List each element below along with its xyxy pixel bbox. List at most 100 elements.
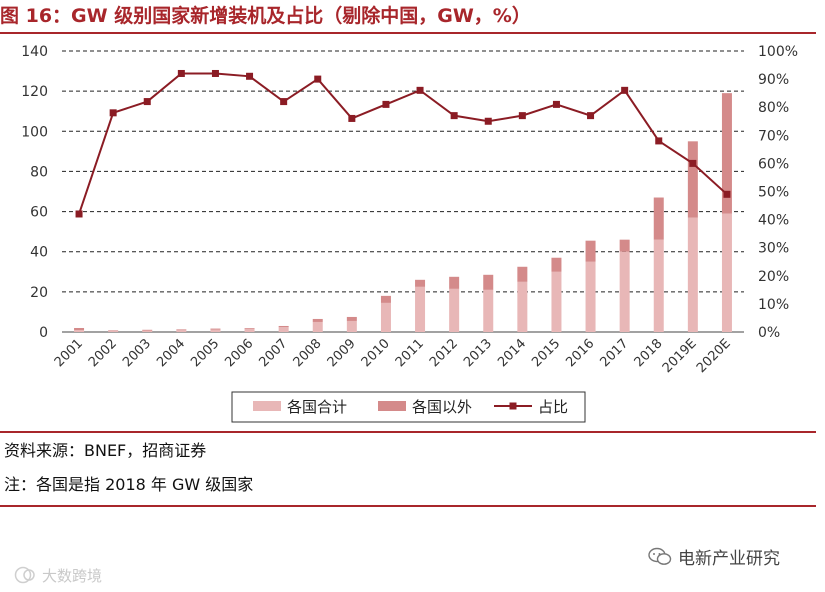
line-marker: [552, 100, 560, 108]
legend-label: 占比: [538, 398, 568, 416]
x-axis-tick-label: 2005: [188, 336, 222, 370]
bar-各国合计: [721, 213, 732, 332]
bar-各国合计: [687, 217, 698, 332]
bar-各国合计: [653, 239, 664, 332]
x-axis-tick-label: 2006: [222, 336, 256, 370]
bar-各国以外: [312, 318, 323, 322]
source-note: 资料来源：BNEF，招商证券: [4, 441, 207, 460]
bar-各国以外: [449, 276, 460, 289]
left-axis-tick-label: 60: [30, 205, 48, 221]
x-axis-tick-label: 2008: [291, 336, 325, 370]
line-marker: [689, 159, 697, 167]
line-marker: [143, 98, 151, 106]
bar-各国以外: [721, 93, 732, 214]
bar-各国以外: [415, 279, 426, 287]
left-axis-tick-label: 0: [39, 325, 48, 341]
bar-各国以外: [380, 295, 391, 303]
bar-各国以外: [142, 329, 153, 331]
line-marker: [655, 137, 663, 145]
right-axis-tick-label: 10%: [758, 297, 789, 313]
bar-各国合计: [619, 251, 630, 332]
bar-各国以外: [653, 197, 664, 240]
line-marker: [314, 75, 322, 83]
bar-各国合计: [415, 286, 426, 332]
line-marker: [211, 69, 219, 77]
bar-各国合计: [483, 289, 494, 332]
x-axis-tick-label: 2011: [393, 336, 427, 370]
right-axis-tick-label: 20%: [758, 269, 789, 285]
wechat-icon: [648, 547, 672, 572]
bar-各国以外: [210, 328, 221, 330]
watermark-logo-icon: [14, 566, 36, 588]
left-axis-tick-label: 140: [21, 44, 48, 60]
line-marker: [723, 190, 731, 198]
bar-各国合计: [176, 330, 187, 332]
x-axis-tick-label: 2016: [563, 336, 597, 370]
watermark-left: 大数跨境: [14, 565, 102, 588]
line-marker: [109, 109, 117, 117]
right-axis-tick-label: 0%: [758, 325, 780, 341]
line-marker: [484, 117, 492, 125]
x-axis-tick-label: 2020E: [694, 336, 734, 376]
x-axis-tick-label: 2010: [359, 336, 393, 370]
bar-各国合计: [278, 327, 289, 332]
figure-title: 图 16：GW 级别国家新增装机及占比（剔除中国，GW，%）: [0, 5, 531, 27]
watermark-left-text: 大数跨境: [42, 567, 103, 585]
bar-各国以外: [176, 329, 187, 331]
bar-各国合计: [210, 329, 221, 332]
bar-各国合计: [449, 288, 460, 332]
bar-各国合计: [312, 321, 323, 332]
bar-各国合计: [517, 281, 528, 332]
line-marker: [416, 86, 424, 94]
chart-rule: [0, 431, 816, 433]
right-axis-tick-label: 60%: [758, 156, 789, 172]
right-axis-tick-label: 80%: [758, 100, 789, 116]
line-marker: [621, 86, 629, 94]
bar-各国合计: [346, 320, 357, 332]
bar-各国合计: [108, 331, 119, 332]
legend-marker: [509, 402, 517, 410]
left-axis-tick-label: 80: [30, 164, 48, 180]
x-axis-tick-label: 2015: [529, 336, 563, 370]
left-axis-tick-label: 20: [30, 285, 48, 301]
footer-rule: [0, 505, 816, 507]
legend-swatch: [253, 401, 281, 411]
bar-各国以外: [517, 266, 528, 282]
line-marker: [280, 98, 288, 106]
line-marker: [75, 210, 83, 218]
left-axis-tick-label: 40: [30, 245, 48, 261]
line-marker: [246, 72, 254, 80]
bar-各国合计: [585, 261, 596, 332]
bar-各国以外: [346, 316, 357, 321]
bar-各国以外: [687, 141, 698, 218]
line-marker: [177, 69, 185, 77]
title-rule: [0, 32, 816, 34]
x-axis-tick-label: 2012: [427, 336, 461, 370]
left-axis-tick-label: 100: [21, 124, 48, 140]
bar-各国合计: [142, 330, 153, 332]
bar-各国合计: [380, 302, 391, 332]
bar-各国以外: [483, 274, 494, 290]
line-marker: [518, 112, 526, 120]
right-axis-tick-label: 70%: [758, 128, 789, 144]
x-axis-tick-label: 2014: [495, 336, 529, 370]
legend-label: 各国以外: [412, 398, 472, 416]
right-axis-tick-label: 40%: [758, 213, 789, 229]
bar-各国以外: [278, 325, 289, 328]
chart-container: 0 20 40 60 80 100 120 140 0% 10% 20% 30% 40% 50% 60% 70…: [0, 34, 825, 430]
legend-label: 各国合计: [287, 398, 347, 416]
watermark-right-text: 电新产业研究: [678, 549, 780, 569]
x-axis-tick-label: 2009: [325, 336, 359, 370]
x-axis-tick-label: 2001: [52, 336, 86, 370]
watermark-right: 电新产业研究: [648, 544, 780, 572]
x-axis-tick-label: 2002: [86, 336, 120, 370]
legend-swatch: [378, 401, 406, 411]
right-axis-tick-label: 90%: [758, 72, 789, 88]
x-axis-tick-label: 2019E: [660, 336, 700, 376]
bar-各国合计: [551, 271, 562, 332]
right-axis-tick-label: 50%: [758, 185, 789, 201]
bar-各国合计: [244, 328, 255, 332]
line-占比: [78, 72, 728, 215]
left-axis-tick-label: 120: [21, 84, 48, 100]
x-axis-tick-label: 2004: [154, 336, 188, 370]
